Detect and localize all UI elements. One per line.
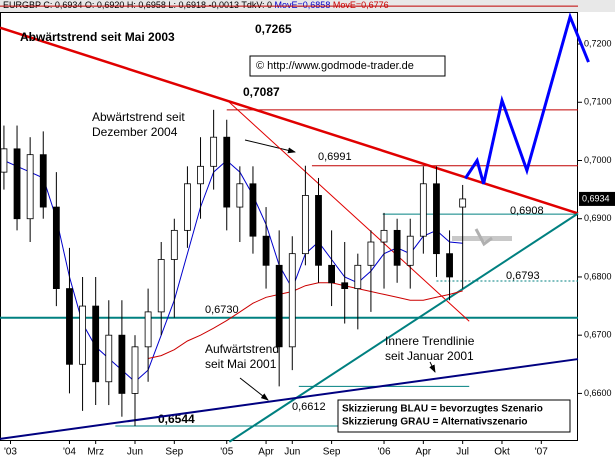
candle-body xyxy=(79,305,86,365)
level-label: 0,7265 xyxy=(255,22,292,36)
annotation: Innere Trendlinie xyxy=(385,334,475,348)
annotation: © http://www.godmode-trader.de xyxy=(256,60,414,72)
annotation: Aufwärtstrend xyxy=(205,342,279,356)
candle-body xyxy=(39,154,47,208)
y-tick-label: 0,6900 xyxy=(584,213,612,223)
level-label: 0,6793 xyxy=(506,270,540,282)
candle-body xyxy=(92,305,100,383)
header-ma1: MovE=0,6858 xyxy=(275,0,331,10)
candle-body xyxy=(66,288,73,365)
x-tick-label: Sep xyxy=(165,447,183,458)
candle-body xyxy=(52,206,60,289)
x-tick-label: Jun xyxy=(284,447,300,458)
candle-body xyxy=(367,241,375,266)
x-tick-label: Apr xyxy=(416,447,432,458)
candle-body xyxy=(223,136,231,208)
candle-body xyxy=(433,183,440,255)
level-label: 0,6908 xyxy=(510,205,544,217)
level-label: 0,6612 xyxy=(292,401,326,413)
x-tick-label: Apr xyxy=(258,447,274,458)
level-label: 0,6991 xyxy=(318,151,352,163)
x-tick-label: Jun xyxy=(127,447,143,458)
candle-body xyxy=(0,148,8,173)
annotation: Dezember 2004 xyxy=(92,125,178,139)
candle-body xyxy=(262,235,270,266)
x-tick-label: '03 xyxy=(4,447,17,458)
candle-body xyxy=(354,264,362,289)
candle-body xyxy=(131,346,139,394)
arrow xyxy=(429,361,436,373)
annotation: Abwärtstrend seit Mai 2003 xyxy=(20,30,175,44)
candle-body xyxy=(328,264,335,284)
x-tick-label: '05 xyxy=(220,447,233,458)
candle-body xyxy=(406,235,414,266)
candle-body xyxy=(288,253,296,348)
y-tick-label: 0,7200 xyxy=(584,38,612,48)
annotation: seit Mai 2001 xyxy=(205,357,277,371)
level-label: 0,7087 xyxy=(243,85,280,99)
candle-body xyxy=(301,195,309,255)
x-tick-label: Jul xyxy=(456,447,469,458)
moving-average xyxy=(147,282,463,359)
x-tick-label: '07 xyxy=(535,447,548,458)
annotation: seit Januar 2001 xyxy=(385,349,474,363)
copyright-box xyxy=(249,55,446,77)
x-tick-label: Okt xyxy=(494,447,510,458)
trendline xyxy=(0,26,579,215)
header: EURGBP C: 0,6934 O: 0,6920 H: 0,6958 L: … xyxy=(3,0,389,10)
x-tick-label: Mrz xyxy=(87,447,104,458)
arrow xyxy=(239,377,269,401)
y-tick-label: 0,6600 xyxy=(584,388,612,398)
candle-body xyxy=(315,195,322,266)
candle-body xyxy=(341,282,349,289)
candle-body xyxy=(144,311,152,348)
candle-body xyxy=(184,183,191,231)
candle-body xyxy=(380,229,388,243)
last-price-box xyxy=(579,191,615,206)
candle-body xyxy=(197,165,204,185)
legend-box xyxy=(337,399,571,433)
candle-body xyxy=(249,183,257,237)
candle-body xyxy=(105,334,113,383)
last-price-label: 0,6934 xyxy=(582,193,610,203)
alt-scenario-arrow xyxy=(474,228,493,247)
annotation: Abwärtstrend seit xyxy=(92,110,185,124)
candle-body xyxy=(419,183,427,237)
annotation: Skizzierung BLAU = bevorzugtes Szenario xyxy=(342,404,543,415)
y-tick-label: 0,7000 xyxy=(584,155,612,165)
candle-body xyxy=(459,198,467,208)
candle-body xyxy=(393,229,401,266)
candle-body xyxy=(446,253,453,278)
candle-body xyxy=(13,148,21,220)
candle-body xyxy=(26,154,34,220)
candle-body xyxy=(275,264,283,348)
annotation: Skizzierung GRAU = Alternativszenario xyxy=(342,417,528,428)
x-tick-label: '06 xyxy=(377,447,390,458)
arrow xyxy=(244,139,296,154)
candle-body xyxy=(236,183,244,208)
candle-body xyxy=(210,136,218,167)
y-tick-label: 0,6700 xyxy=(584,330,612,340)
scenario-line xyxy=(464,12,590,185)
header-ma2: MovE=0,6776 xyxy=(333,0,389,10)
x-tick-label: Sep xyxy=(323,447,341,458)
trendline xyxy=(0,358,579,440)
level-label: 0,6730 xyxy=(205,304,239,316)
candle-body xyxy=(170,229,178,260)
trendline xyxy=(228,212,579,443)
x-tick-label: '04 xyxy=(63,447,76,458)
candle-body xyxy=(157,259,165,313)
candle-body xyxy=(118,334,126,394)
header-main: EURGBP C: 0,6934 O: 0,6920 H: 0,6958 L: … xyxy=(3,0,272,10)
y-tick-label: 0,7100 xyxy=(584,97,612,107)
y-tick-label: 0,6800 xyxy=(584,271,612,281)
plot-frame xyxy=(0,12,578,441)
trendline xyxy=(227,100,470,322)
